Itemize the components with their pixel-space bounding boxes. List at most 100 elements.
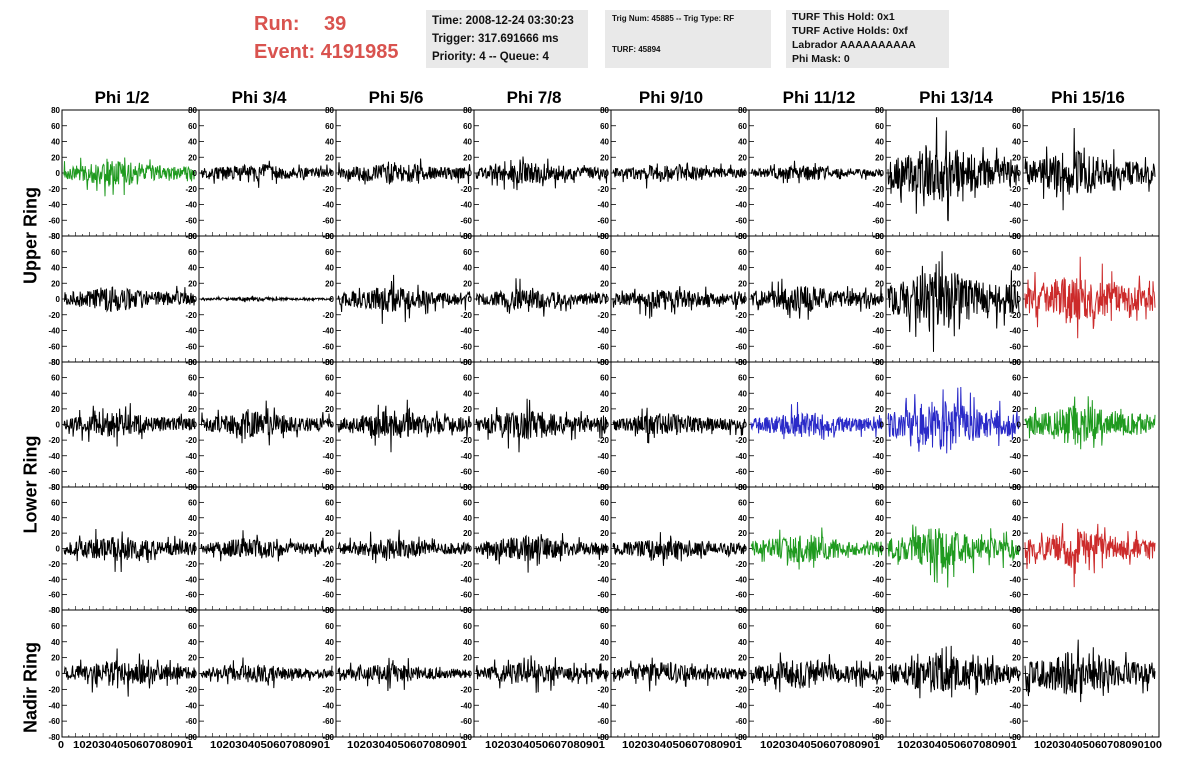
y-tick-label: 20 <box>600 654 609 663</box>
y-tick-label: 60 <box>600 122 609 131</box>
panel-frame <box>885 361 1024 488</box>
y-tick-label: 20 <box>463 654 472 663</box>
y-tick-label: -60 <box>735 216 747 225</box>
y-tick-label: 80 <box>1012 606 1021 615</box>
y-tick-label: 40 <box>51 389 60 398</box>
y-tick-label: -20 <box>735 685 747 694</box>
y-tick-label: -20 <box>597 185 609 194</box>
y-tick-label: -40 <box>597 452 609 461</box>
waveform-panel-r5-c1: 80 60 40 20 0 -20 -40 -60 -80 <box>48 606 200 742</box>
y-tick-label: 40 <box>188 264 197 273</box>
y-tick-label: 20 <box>738 153 747 162</box>
waveform-trace <box>63 403 196 447</box>
y-tick-label: 40 <box>600 638 609 647</box>
y-tick-label: 40 <box>738 264 747 273</box>
y-tick-label: -60 <box>1009 717 1021 726</box>
y-tick-label: -40 <box>735 701 747 710</box>
y-tick-label: -60 <box>1009 342 1021 351</box>
y-tick-label: 0 <box>605 295 610 304</box>
y-tick-label: -40 <box>1009 575 1021 584</box>
y-tick-label: 60 <box>51 498 60 507</box>
y-tick-label: 20 <box>738 654 747 663</box>
y-tick-label: -40 <box>48 327 60 336</box>
y-tick-label: 0 <box>1017 169 1022 178</box>
y-tick-label: 40 <box>600 389 609 398</box>
y-tick-label: -60 <box>597 342 609 351</box>
y-tick-label: 60 <box>738 248 747 257</box>
y-tick-label: 0 <box>743 169 748 178</box>
y-tick-label: 20 <box>738 405 747 414</box>
y-tick-label: 20 <box>600 529 609 538</box>
turf-active-holds-text: TURF Active Holds: 0xf <box>792 25 908 37</box>
y-tick-label: 40 <box>188 389 197 398</box>
y-tick-label: 0 <box>193 421 198 430</box>
y-tick-label: -60 <box>1009 467 1021 476</box>
waveform-panel-r3-c1: 80 60 40 20 0 -20 -40 -60 -80 <box>48 358 200 492</box>
y-tick-label: 80 <box>1012 232 1021 241</box>
y-tick-label: -20 <box>735 436 747 445</box>
y-tick-label: -40 <box>872 201 884 210</box>
y-tick-label: 80 <box>1012 106 1021 115</box>
y-tick-label: 20 <box>875 529 884 538</box>
y-tick-label: 0 <box>193 295 198 304</box>
y-tick-label: 80 <box>738 358 747 367</box>
y-tick-label: 20 <box>51 529 60 538</box>
y-tick-label: -20 <box>185 560 197 569</box>
y-tick-label: -40 <box>872 575 884 584</box>
waveform-trace <box>337 274 471 324</box>
run-label: Run: <box>254 13 300 35</box>
y-tick-label: 80 <box>51 483 60 492</box>
waveform-trace <box>750 652 883 693</box>
y-tick-label: -60 <box>460 591 472 600</box>
y-tick-label: 40 <box>51 638 60 647</box>
y-tick-label: 60 <box>51 622 60 631</box>
waveform-trace <box>63 285 196 313</box>
column-header-phi-11-12: Phi 11/12 <box>782 88 856 107</box>
y-tick-label: -40 <box>48 201 60 210</box>
x-tick-label: 1020304050607080901 <box>897 740 1017 751</box>
y-tick-label: -60 <box>735 467 747 476</box>
waveform-trace <box>750 278 883 320</box>
waveform-trace <box>475 655 608 693</box>
y-tick-label: 40 <box>875 638 884 647</box>
y-tick-label: 40 <box>738 514 747 523</box>
y-tick-label: 40 <box>463 514 472 523</box>
y-tick-label: 60 <box>325 122 334 131</box>
y-tick-label: -40 <box>322 575 334 584</box>
y-tick-label: -40 <box>185 575 197 584</box>
y-tick-label: 80 <box>1012 483 1021 492</box>
waveform-panel-r5-c5: 80 60 40 20 0 -20 -40 -60 -80 <box>597 606 750 742</box>
y-tick-label: -20 <box>872 185 884 194</box>
time-info-box: Time: 2008-12-24 03:30:23 Trigger: 317.6… <box>426 10 588 68</box>
y-tick-label: -20 <box>460 560 472 569</box>
run-event-info: Run: 39 Event: 4191985 <box>254 10 399 66</box>
y-tick-label: -40 <box>185 452 197 461</box>
y-tick-label: 60 <box>463 248 472 257</box>
y-tick-label: 40 <box>325 264 334 273</box>
y-tick-label: -40 <box>322 327 334 336</box>
y-tick-label: 0 <box>330 670 335 679</box>
column-header-phi-9-10: Phi 9/10 <box>638 88 704 107</box>
y-tick-label: 0 <box>605 421 610 430</box>
y-tick-label: 80 <box>188 232 197 241</box>
y-tick-label: 20 <box>875 153 884 162</box>
y-tick-label: 40 <box>463 264 472 273</box>
y-tick-label: 20 <box>1012 405 1021 414</box>
y-tick-label: 20 <box>738 279 747 288</box>
y-tick-label: 80 <box>51 606 60 615</box>
y-tick-label: 0 <box>1017 421 1022 430</box>
y-tick-label: -20 <box>48 311 60 320</box>
y-tick-label: -20 <box>322 311 334 320</box>
y-tick-label: 60 <box>51 374 60 383</box>
turf-this-hold-text: TURF This Hold: 0x1 <box>792 11 895 23</box>
y-tick-label: 20 <box>51 405 60 414</box>
y-tick-label: -80 <box>735 733 747 742</box>
y-tick-label: -40 <box>322 701 334 710</box>
y-tick-label: -60 <box>185 216 197 225</box>
waveform-trace <box>887 117 1020 222</box>
